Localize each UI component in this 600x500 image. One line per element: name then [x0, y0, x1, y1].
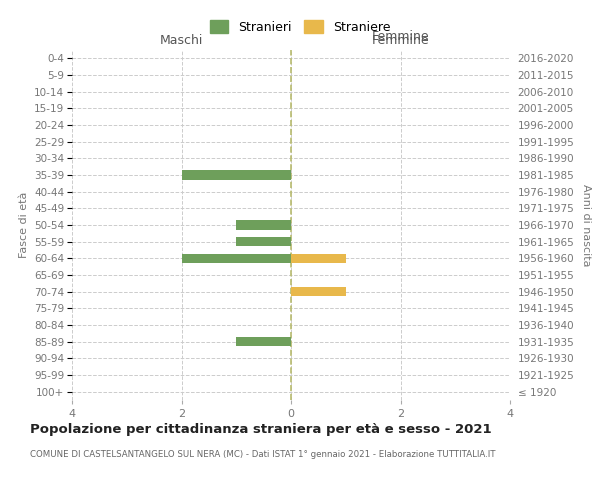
Bar: [236, 337, 291, 346]
Bar: [236, 220, 291, 230]
Bar: [291, 254, 346, 263]
Legend: Stranieri, Straniere: Stranieri, Straniere: [206, 16, 394, 38]
Text: Maschi: Maschi: [160, 34, 203, 46]
Bar: [291, 287, 346, 296]
Text: Popolazione per cittadinanza straniera per età e sesso - 2021: Popolazione per cittadinanza straniera p…: [30, 422, 491, 436]
Bar: [236, 237, 291, 246]
Text: Femmine: Femmine: [371, 30, 430, 43]
Bar: [182, 254, 291, 263]
Y-axis label: Anni di nascita: Anni di nascita: [581, 184, 591, 266]
Text: COMUNE DI CASTELSANTANGELO SUL NERA (MC) - Dati ISTAT 1° gennaio 2021 - Elaboraz: COMUNE DI CASTELSANTANGELO SUL NERA (MC)…: [30, 450, 496, 459]
Y-axis label: Fasce di età: Fasce di età: [19, 192, 29, 258]
Bar: [182, 170, 291, 179]
Text: Femmine: Femmine: [371, 34, 430, 46]
